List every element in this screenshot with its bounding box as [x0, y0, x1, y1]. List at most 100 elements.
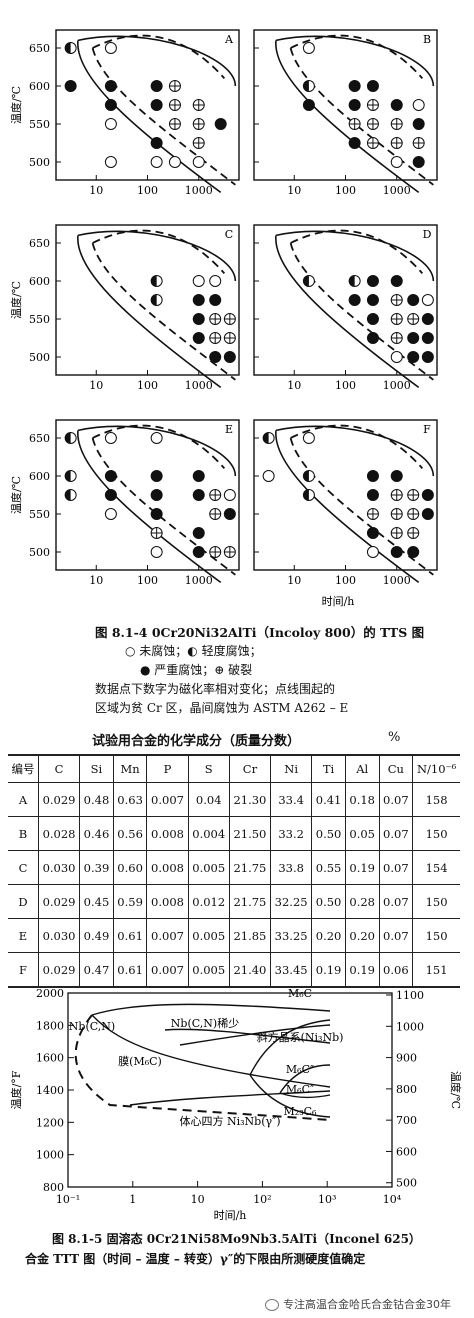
chem-table: 编号 C Si Mn P S Cr Ni Ti Al Cu N/10⁻⁶ A 0.029 0.48 0.63…	[8, 754, 460, 988]
tts-panel-B: B 10 100 1000	[253, 29, 438, 197]
cr-depletion-boundary	[91, 424, 236, 576]
panel-letter: C	[225, 228, 233, 241]
table-row: C 0.030 0.39 0.60 0.008 0.005 21.75 33.8 0.55 0.1…	[8, 850, 460, 885]
marker-cracking	[412, 137, 425, 149]
table-cell: 0.59	[112, 884, 148, 919]
x-tick-label: 100	[137, 379, 158, 392]
marker-light-corrosion	[302, 80, 315, 92]
y-tick-label: 650	[29, 237, 50, 250]
panel-letter: F	[423, 423, 431, 436]
phase-annotation: M₆C″	[286, 1063, 314, 1076]
table-cell: 150	[412, 918, 460, 953]
y-tick-label: 550	[29, 118, 50, 131]
x-axis-label: 时间/h	[214, 1209, 247, 1222]
marker-severe-corrosion	[366, 275, 379, 287]
tts-figure: A 650 600 550 500 10 100 1000 温度/℃ B 10 100 1000 C 650…	[9, 29, 438, 608]
x-tick-label: 10	[89, 379, 103, 392]
x-tick-label: 10⁴	[383, 1193, 402, 1206]
marker-no-corrosion	[262, 470, 275, 482]
marker-severe-corrosion	[150, 508, 163, 520]
ttt-curve	[77, 35, 237, 194]
table-row: D 0.029 0.45 0.59 0.008 0.012 21.75 32.25 0.50 0.…	[8, 884, 460, 919]
phase-annotation: 斜方晶系(Ni₃Nb)	[257, 1030, 344, 1044]
transformation-curve	[91, 1003, 331, 1016]
x-tick-label: 10²	[253, 1193, 271, 1206]
marker-severe-corrosion	[302, 99, 315, 111]
marker-cracking	[192, 118, 205, 130]
table-cell: 33.2	[270, 816, 313, 851]
x-tick-label: 10	[287, 574, 301, 587]
ttt-curve	[275, 425, 435, 584]
cr-depletion-boundary	[91, 229, 236, 381]
x-tick-label: 100	[335, 574, 356, 587]
marker-severe-corrosion	[214, 118, 227, 130]
y-tick-label: 650	[29, 42, 50, 55]
table-cell: 0.07	[378, 884, 414, 919]
x-tick-label: 10⁻¹	[56, 1193, 80, 1206]
marker-severe-corrosion	[407, 332, 420, 344]
column-header: Ni	[270, 754, 313, 783]
tts-panel-E: E 650 600 550 500 10 100 1000 温度/℃	[9, 419, 240, 587]
table-cell: 151	[412, 952, 460, 988]
table-row: F 0.029 0.47 0.61 0.007 0.005 21.40 33.45 0.19 0.…	[8, 952, 460, 988]
table-cell: 21.50	[228, 816, 272, 851]
table-cell: 0.63	[112, 782, 148, 817]
column-header: Ti	[311, 754, 346, 783]
y-tick-label: 600	[29, 470, 50, 483]
panel-letter: B	[423, 33, 431, 46]
marker-cracking	[407, 489, 420, 501]
table-cell: 21.30	[228, 782, 272, 817]
table-cell: 0.49	[79, 918, 114, 953]
x-axis-label: 时间/h	[322, 595, 355, 608]
ttt-curve	[275, 35, 435, 194]
marker-cracking	[390, 294, 403, 306]
cr-depletion-boundary	[289, 229, 434, 381]
marker-no-corrosion	[150, 432, 163, 444]
table-unit: %	[388, 730, 401, 745]
marker-severe-corrosion	[192, 470, 205, 482]
y-tick-label: 550	[29, 508, 50, 521]
marker-severe-corrosion	[366, 332, 379, 344]
table-cell: 0.20	[344, 918, 380, 953]
table-cell: A	[8, 782, 39, 817]
x-tick-label: 100	[137, 574, 158, 587]
marker-cracking	[390, 137, 403, 149]
table-cell: 0.012	[187, 884, 230, 919]
table-cell: 0.19	[344, 850, 380, 885]
watermark: 专注高温合金哈氏合金钴合金30年	[265, 1296, 451, 1312]
marker-light-corrosion	[348, 275, 361, 287]
marker-light-corrosion	[150, 275, 163, 287]
marker-severe-corrosion	[223, 351, 236, 363]
table-cell: 0.18	[344, 782, 380, 817]
marker-no-corrosion	[104, 156, 117, 168]
y-right-tick-label: 600	[396, 1145, 417, 1158]
marker-no-corrosion	[366, 546, 379, 558]
x-tick-label: 10	[287, 379, 301, 392]
marker-no-corrosion	[209, 275, 222, 287]
x-tick-label: 1000	[383, 184, 411, 197]
marker-severe-corrosion	[366, 489, 379, 501]
marker-severe-corrosion	[150, 489, 163, 501]
marker-cracking	[192, 137, 205, 149]
table-cell: 33.45	[270, 952, 313, 988]
table-cell: 0.05	[344, 816, 380, 851]
x-tick-label: 10	[191, 1193, 205, 1206]
y-tick-label: 500	[29, 156, 50, 169]
table-cell: 0.007	[146, 918, 189, 953]
marker-light-corrosion	[64, 42, 77, 54]
marker-no-corrosion	[104, 432, 117, 444]
table-cell: 154	[412, 850, 460, 885]
marker-cracking	[209, 332, 222, 344]
marker-severe-corrosion	[192, 527, 205, 539]
y-right-tick-label: 500	[396, 1177, 417, 1190]
table-cell: 21.40	[228, 952, 272, 988]
marker-severe-corrosion	[348, 294, 361, 306]
table-cell: 0.28	[344, 884, 380, 919]
column-header: Si	[79, 754, 114, 783]
figure-8-1-5-caption-1: 图 8.1-5 固溶态 0Cr21Ni58Mo9Nb3.5AlTi（Incone…	[52, 1232, 421, 1246]
marker-cracking	[390, 313, 403, 325]
table-cell: 0.007	[146, 782, 189, 817]
marker-no-corrosion	[302, 432, 315, 444]
y-tick-label: 600	[29, 80, 50, 93]
column-header: Al	[344, 754, 380, 783]
